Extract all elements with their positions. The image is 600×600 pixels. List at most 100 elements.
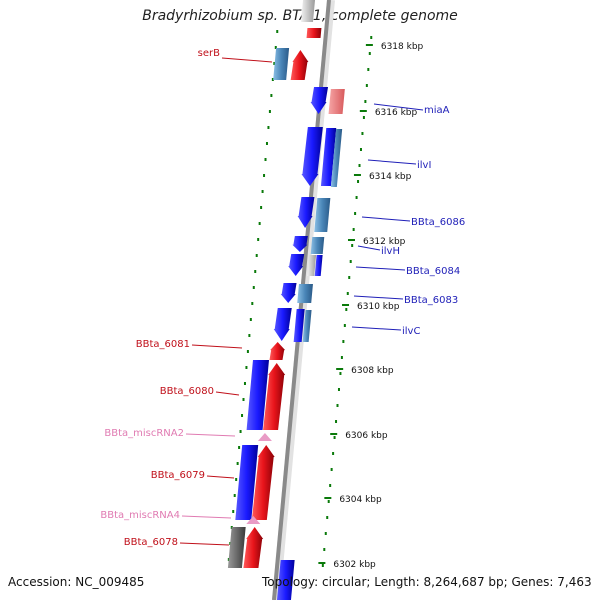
gene-label[interactable]: BBta_6080 bbox=[160, 386, 214, 397]
gene-arrow-icon[interactable] bbox=[307, 255, 317, 276]
gene-label[interactable]: ilvH bbox=[381, 246, 400, 257]
gene-arrow-icon[interactable] bbox=[263, 363, 286, 430]
boundary-dot bbox=[251, 302, 254, 305]
gene-label[interactable]: BBta_miscRNA2 bbox=[104, 428, 184, 439]
gene-labels: serB BBta_6081 BBta_6080 BBta_miscRNA2 BBta_… bbox=[100, 48, 465, 548]
boundary-dot bbox=[268, 110, 271, 113]
gene-arrow-icon[interactable] bbox=[276, 560, 295, 600]
scale-tick bbox=[330, 433, 338, 435]
gene-arrow-icon[interactable] bbox=[290, 50, 309, 80]
boundary-dot bbox=[342, 340, 345, 343]
boundary-dot bbox=[364, 100, 367, 103]
gene-label[interactable]: ilvI bbox=[417, 160, 431, 171]
boundary-dot bbox=[254, 270, 257, 273]
boundary-dot bbox=[351, 244, 354, 247]
gene-label[interactable]: BBta_6081 bbox=[136, 339, 190, 350]
scale-tick-label: 6314 kbp bbox=[369, 172, 412, 182]
gene-label[interactable]: BBta_6084 bbox=[406, 266, 460, 277]
boundary-dot bbox=[346, 292, 349, 295]
boundary-dot bbox=[248, 334, 251, 337]
gene-arrow-icon[interactable] bbox=[227, 527, 246, 568]
boundary-dot bbox=[324, 532, 327, 535]
scale-tick bbox=[336, 368, 344, 370]
boundary-dot bbox=[255, 254, 258, 257]
gene-arrow-icon[interactable] bbox=[297, 197, 315, 228]
gene-arrow-icon[interactable] bbox=[301, 127, 323, 186]
misc-rna-icon[interactable] bbox=[257, 433, 272, 441]
scale-tick-label: 6304 kbp bbox=[339, 495, 382, 505]
label-leader bbox=[206, 475, 235, 479]
gene-arrow-icon[interactable] bbox=[273, 48, 290, 80]
boundary-dot bbox=[243, 382, 246, 385]
boundary-dot bbox=[273, 62, 276, 65]
scale-tick bbox=[365, 44, 373, 46]
gene-arrow-icon[interactable] bbox=[297, 284, 313, 303]
gene-arrow-icon[interactable] bbox=[269, 342, 286, 360]
scale-tick bbox=[353, 174, 361, 176]
gene-arrow-icon[interactable] bbox=[310, 87, 329, 114]
boundary-dot bbox=[261, 190, 264, 193]
boundary-dot bbox=[330, 468, 333, 471]
gene-label[interactable]: BBta_miscRNA4 bbox=[100, 510, 180, 521]
boundary-dot bbox=[359, 148, 362, 151]
gene-features bbox=[227, 0, 345, 600]
scale-tick bbox=[318, 562, 326, 564]
boundary-dot bbox=[323, 548, 326, 551]
boundary-dot bbox=[260, 206, 263, 209]
boundary-dot bbox=[238, 446, 241, 449]
gene-arrow-icon[interactable] bbox=[273, 308, 292, 341]
gene-label[interactable]: BBta_6079 bbox=[151, 470, 205, 481]
label-leader bbox=[221, 57, 273, 63]
gene-label[interactable]: miaA bbox=[424, 105, 450, 116]
boundary-dot bbox=[235, 478, 238, 481]
boundary-dot bbox=[339, 372, 342, 375]
label-leader bbox=[191, 344, 243, 349]
gene-arrow-icon[interactable] bbox=[310, 237, 325, 254]
boundary-dot bbox=[365, 84, 368, 87]
boundary-dot bbox=[257, 238, 260, 241]
scale-tick bbox=[342, 304, 350, 306]
gene-arrow-icon[interactable] bbox=[314, 255, 323, 276]
gene-arrow-icon[interactable] bbox=[320, 128, 337, 186]
boundary-dot bbox=[233, 494, 236, 497]
boundary-dot bbox=[264, 158, 267, 161]
gene-arrow-icon[interactable] bbox=[292, 236, 308, 252]
gene-arrow-icon[interactable] bbox=[243, 527, 264, 568]
label-leader bbox=[215, 391, 240, 396]
gene-arrow-icon[interactable] bbox=[246, 360, 269, 430]
boundary-dot bbox=[340, 356, 343, 359]
scale-tick-label: 6310 kbp bbox=[357, 302, 400, 312]
gene-arrow-icon[interactable] bbox=[328, 89, 345, 114]
label-leader bbox=[181, 515, 232, 519]
label-leader bbox=[353, 295, 404, 300]
boundary-dot bbox=[249, 318, 252, 321]
gene-arrow-icon[interactable] bbox=[314, 198, 331, 232]
gene-arrow-icon[interactable] bbox=[251, 445, 275, 520]
gene-label[interactable]: BBta_6083 bbox=[404, 295, 458, 306]
gene-label[interactable]: ilvC bbox=[402, 326, 420, 337]
gene-label[interactable]: serB bbox=[198, 48, 220, 59]
gene-arrow-icon[interactable] bbox=[306, 28, 322, 38]
boundary-dot bbox=[345, 308, 348, 311]
boundary-dot bbox=[265, 142, 268, 145]
gene-arrow-icon[interactable] bbox=[288, 254, 305, 276]
boundary-dot bbox=[263, 174, 266, 177]
gene-arrow-icon[interactable] bbox=[293, 309, 305, 342]
gene-arrow-icon[interactable] bbox=[235, 445, 259, 520]
accession-text: Accession: NC_009485 bbox=[8, 575, 145, 589]
label-leaders bbox=[179, 57, 424, 546]
gene-arrow-icon[interactable] bbox=[300, 0, 315, 22]
scale-tick-label: 6306 kbp bbox=[345, 431, 388, 441]
gene-arrow-icon[interactable] bbox=[302, 310, 312, 342]
gene-label[interactable]: BBta_6086 bbox=[411, 217, 465, 228]
label-leader bbox=[185, 433, 236, 437]
label-leader bbox=[373, 103, 424, 111]
boundary-dot bbox=[336, 404, 339, 407]
misc-rna-icon[interactable] bbox=[246, 516, 261, 524]
gene-label[interactable]: BBta_6078 bbox=[124, 537, 178, 548]
gene-arrow-icon[interactable] bbox=[330, 129, 343, 187]
label-leader bbox=[351, 326, 402, 331]
gene-arrow-icon[interactable] bbox=[280, 283, 297, 303]
